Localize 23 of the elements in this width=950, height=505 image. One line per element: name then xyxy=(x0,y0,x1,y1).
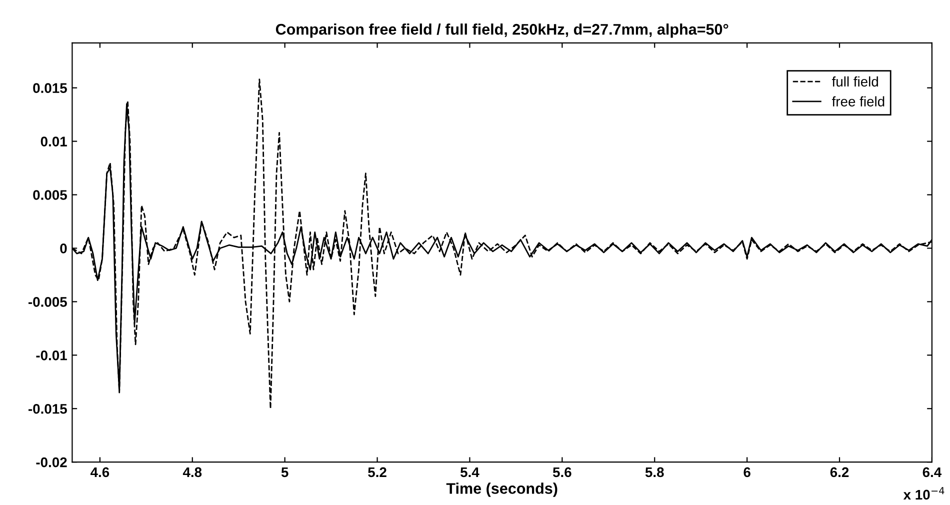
x-tick-label: 5.6 xyxy=(552,467,572,478)
y-tick-label: -0.02 xyxy=(36,457,67,468)
x-axis-title: Time (seconds) xyxy=(446,482,558,497)
x-tick-label: 6.4 xyxy=(922,467,942,478)
x-tick-label: 6.2 xyxy=(830,467,849,478)
x-tick-label: 4.6 xyxy=(90,467,110,478)
y-tick-label: 0.015 xyxy=(33,83,67,94)
x-tick-label: 5.8 xyxy=(645,467,664,478)
y-tick-label: -0.01 xyxy=(36,350,67,360)
y-tick-label: 0 xyxy=(60,244,67,254)
x-tick-label: 6 xyxy=(744,467,750,478)
legend-label: free field xyxy=(832,96,884,106)
x-tick-label: 4.8 xyxy=(182,467,202,478)
text: x 10$^{−4}$ xyxy=(903,487,944,500)
legend-label: full field xyxy=(832,76,878,87)
x-tick-label: 5.2 xyxy=(368,467,386,478)
x-tick-label: 5.4 xyxy=(460,467,480,478)
y-tick-label: -0.005 xyxy=(28,297,67,307)
y-tick-label: -0.015 xyxy=(28,404,67,414)
x-tick-label: 5 xyxy=(281,467,288,478)
y-tick-label: 0.005 xyxy=(33,190,67,200)
chart-title: Comparison free field / full field, 250kHz, d=27.7mm, alpha=50° xyxy=(276,24,728,38)
y-tick-label: 0.01 xyxy=(40,136,67,146)
